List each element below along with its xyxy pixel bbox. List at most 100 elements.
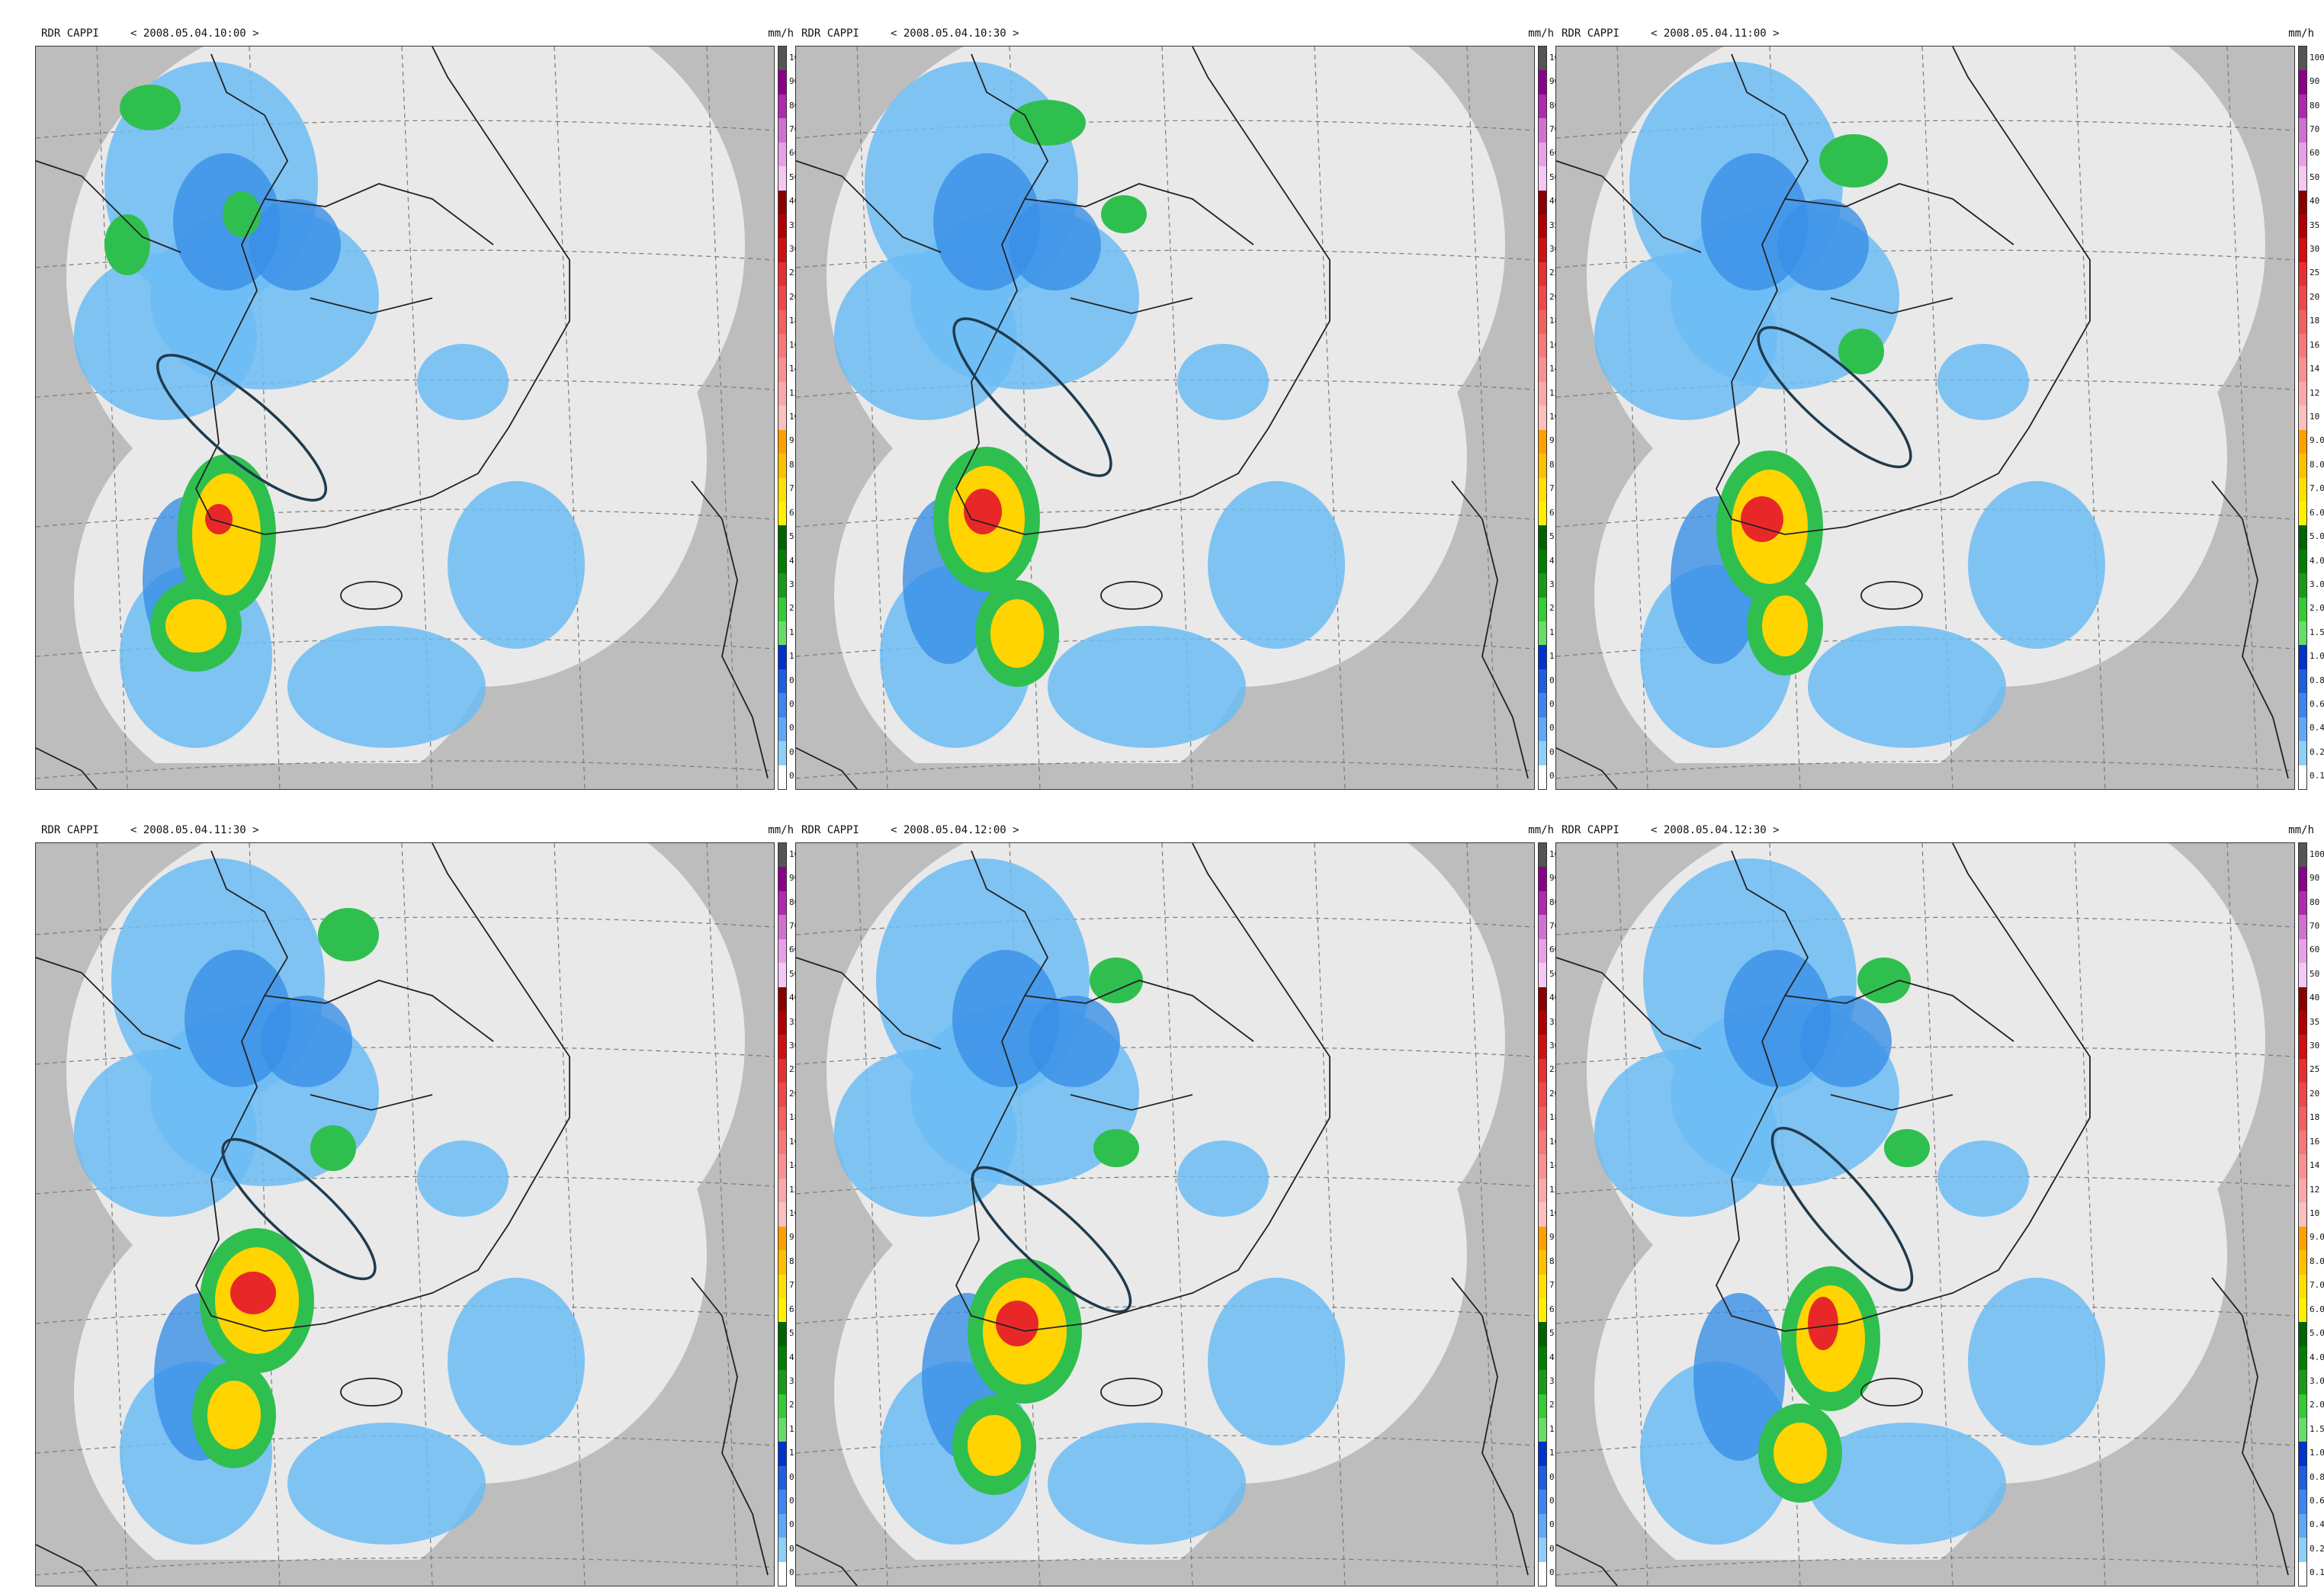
scale-label: 10 [789, 412, 800, 422]
scale-label: 25 [789, 1064, 800, 1075]
scale-label: 0.6 [2310, 699, 2324, 710]
scale-label: 3.0 [2310, 1375, 2324, 1386]
coastline [36, 843, 769, 1586]
scale-swatch [1539, 1010, 1546, 1035]
coastline [1556, 47, 2289, 789]
scale-swatch [2299, 142, 2306, 167]
scale-swatch [1539, 1370, 1546, 1395]
scale-swatch [2299, 1561, 2306, 1586]
timestamp-label: < 2008.05.04.10:30 > [891, 27, 1019, 40]
panel-header: RDR CAPPI < 2008.05.04.11:30 > mm/h [35, 820, 794, 842]
scale-label: 50 [1549, 172, 1560, 182]
timestamp-label: < 2008.05.04.11:30 > [130, 824, 259, 836]
scale-label: 0.4 [2310, 1519, 2324, 1530]
scale-swatch [778, 669, 786, 694]
panel-header: RDR CAPPI < 2008.05.04.11:00 > mm/h [1555, 23, 2314, 46]
scale-swatch [1539, 573, 1546, 598]
scale-label: 12 [1549, 387, 1560, 398]
scale-swatch [1539, 938, 1546, 964]
scale-swatch [778, 843, 786, 868]
scale-swatch [2299, 621, 2306, 646]
scale-swatch [778, 765, 786, 790]
scale-swatch [778, 693, 786, 718]
scale-label: 0.4 [2310, 723, 2324, 733]
scale-label: 60 [1549, 945, 1560, 955]
scale-swatch [778, 1202, 786, 1227]
scale-swatch [1539, 94, 1546, 119]
scale-swatch [1539, 597, 1546, 622]
scale-label: 16 [789, 1136, 800, 1147]
scale-label: 25 [1549, 1064, 1560, 1075]
scale-swatch [2299, 741, 2306, 766]
scale-swatch [778, 142, 786, 167]
scale-swatch [778, 238, 786, 263]
scale-swatch [778, 1058, 786, 1083]
scale-swatch [778, 890, 786, 916]
scale-label: 30 [1549, 244, 1560, 255]
scale-label: 14 [1549, 1160, 1560, 1171]
scale-label: 0.2 [2310, 746, 2324, 757]
scale-label: 50 [789, 968, 800, 979]
scale-label: 25 [2310, 1064, 2320, 1075]
scale-swatch [778, 213, 786, 239]
scale-swatch [2299, 406, 2306, 431]
scale-label: 12 [2310, 387, 2320, 398]
scale-label: 16 [789, 339, 800, 350]
scale-swatch [1539, 286, 1546, 311]
scale-label: 30 [1549, 1041, 1560, 1051]
graticule [796, 47, 1534, 789]
scale-label: 35 [2310, 220, 2320, 230]
scale-label: 1.5 [2310, 627, 2324, 637]
scale-swatch [1539, 986, 1546, 1012]
scale-swatch [778, 70, 786, 95]
scale-label: 60 [789, 148, 800, 159]
scale-label: 90 [789, 76, 800, 87]
scale-swatch [1539, 1106, 1546, 1131]
scale-label: 0.1 [2310, 771, 2324, 781]
rain-echo [74, 858, 585, 1545]
scale-swatch [1539, 1154, 1546, 1179]
scale-swatch [2299, 1058, 2306, 1083]
scale-label: 10 [1549, 1208, 1560, 1218]
scale-label: 50 [789, 172, 800, 182]
scale-label: 70 [1549, 124, 1560, 134]
scale-swatch [778, 1322, 786, 1347]
scale-label: 7.0 [2310, 483, 2324, 494]
scale-label: 14 [2310, 364, 2320, 374]
scale-label: 7.0 [2310, 1280, 2324, 1291]
scale-swatch [778, 1035, 786, 1060]
scale-swatch [778, 1250, 786, 1275]
scale-swatch [778, 1561, 786, 1586]
scale-swatch [1539, 190, 1546, 215]
scale-swatch [778, 1178, 786, 1203]
highlight-ellipse [952, 317, 1112, 477]
scale-label: 60 [2310, 945, 2320, 955]
scale-swatch [1539, 166, 1546, 191]
scale-swatch [1539, 843, 1546, 868]
panel-header: RDR CAPPI < 2008.05.04.12:30 > mm/h [1555, 820, 2314, 842]
scale-swatch [2299, 310, 2306, 335]
scale-swatch [778, 597, 786, 622]
scale-swatch [1539, 765, 1546, 790]
rain-echo [834, 62, 1345, 748]
product-label: RDR CAPPI [1562, 824, 1619, 836]
scale-swatch [1539, 1250, 1546, 1275]
scale-swatch [2299, 843, 2306, 868]
scale-swatch [2299, 1010, 2306, 1035]
scale-label: 35 [1549, 1016, 1560, 1027]
scale-label: 50 [2310, 172, 2320, 182]
scale-label: 90 [2310, 76, 2320, 87]
scale-swatch [2299, 1538, 2306, 1563]
scale-swatch [2299, 1202, 2306, 1227]
scale-swatch [778, 94, 786, 119]
scale-swatch [1539, 118, 1546, 143]
scale-swatch [778, 1274, 786, 1299]
scale-swatch [778, 1083, 786, 1108]
scale-label: 4.0 [2310, 1352, 2324, 1362]
scale-swatch [1539, 1131, 1546, 1155]
scale-swatch [1539, 1561, 1546, 1586]
scale-label: 20 [2310, 291, 2320, 302]
scale-swatch [1539, 1394, 1546, 1419]
scale-label: 20 [2310, 1088, 2320, 1099]
scale-label: 5.0 [2310, 531, 2324, 542]
